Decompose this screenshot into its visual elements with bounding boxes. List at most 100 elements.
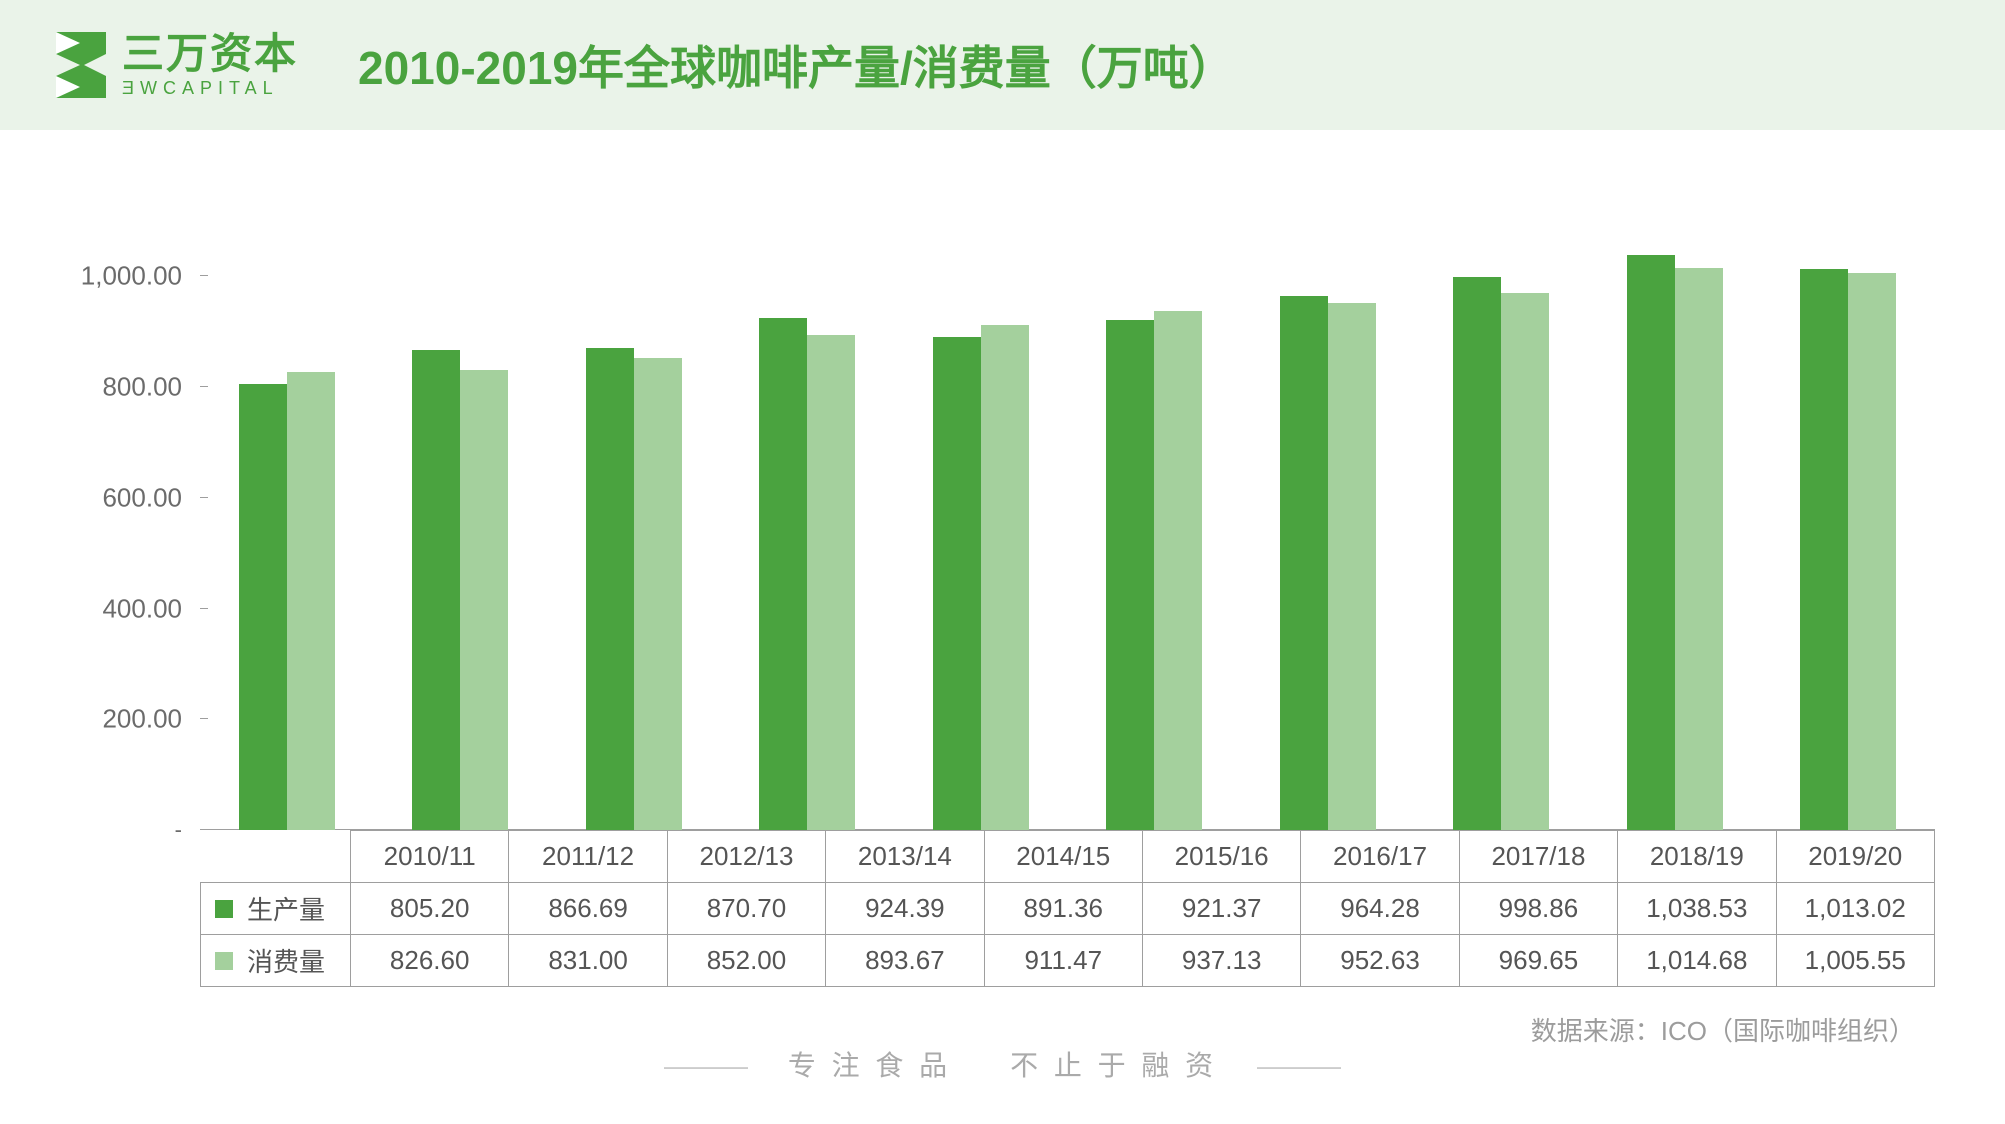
table-col-header: 2012/13 xyxy=(667,831,825,883)
bar-group xyxy=(1241,210,1415,830)
bar-group xyxy=(1415,210,1589,830)
y-tick-label: 600.00 xyxy=(102,482,182,513)
bar-group xyxy=(547,210,721,830)
table-cell: 937.13 xyxy=(1142,935,1300,987)
table-cell: 893.67 xyxy=(826,935,984,987)
table-cell: 891.36 xyxy=(984,883,1142,935)
y-axis: 200.00400.00600.00800.001,000.00- xyxy=(70,210,200,830)
bar-consumption xyxy=(1328,303,1376,830)
tagline-right: 不 止 于 融 资 xyxy=(1010,1050,1217,1081)
tagline: ——— 专 注 食 品 不 止 于 融 资 ——— xyxy=(0,1044,2005,1084)
bar-production xyxy=(412,350,460,830)
table-cell: 924.39 xyxy=(826,883,984,935)
brand-name-en: ƎWCAPITAL xyxy=(122,79,298,97)
y-tick-mark xyxy=(200,497,208,498)
bar-consumption xyxy=(807,335,855,830)
data-table: 2010/112011/122012/132013/142014/152015/… xyxy=(200,830,1935,987)
bar-consumption xyxy=(287,372,335,830)
chart: 200.00400.00600.00800.001,000.00- xyxy=(70,210,1935,830)
series-name: 消费量 xyxy=(247,947,325,977)
bar-group xyxy=(1588,210,1762,830)
bar-group xyxy=(721,210,895,830)
y-tick-label: 200.00 xyxy=(102,704,182,735)
bar-production xyxy=(239,384,287,830)
bar-consumption xyxy=(1848,273,1896,830)
table-col-header: 2018/19 xyxy=(1618,831,1776,883)
chart-plot xyxy=(200,210,1935,830)
bar-group xyxy=(200,210,374,830)
table-cell: 911.47 xyxy=(984,935,1142,987)
y-tick-label: 800.00 xyxy=(102,372,182,403)
tagline-dash-right: ——— xyxy=(1257,1050,1341,1081)
table-cell: 921.37 xyxy=(1142,883,1300,935)
tagline-dash-left: ——— xyxy=(664,1050,748,1081)
bar-group xyxy=(1762,210,1936,830)
table-cell: 1,014.68 xyxy=(1618,935,1776,987)
bar-production xyxy=(1453,277,1501,830)
table-row: 生产量805.20866.69870.70924.39891.36921.379… xyxy=(201,883,1935,935)
y-tick-label: 400.00 xyxy=(102,593,182,624)
bar-consumption xyxy=(1675,268,1723,830)
bar-production xyxy=(933,337,981,830)
table-cell: 870.70 xyxy=(667,883,825,935)
bar-group xyxy=(374,210,548,830)
y-tick-mark xyxy=(200,275,208,276)
table-cell: 805.20 xyxy=(351,883,509,935)
bar-production xyxy=(759,318,807,830)
table-body: 生产量805.20866.69870.70924.39891.36921.379… xyxy=(201,883,1935,987)
legend-swatch-icon xyxy=(215,952,233,970)
table-cell: 952.63 xyxy=(1301,935,1459,987)
table-col-header: 2014/15 xyxy=(984,831,1142,883)
brand-logo-icon xyxy=(50,30,112,100)
table-cell: 1,013.02 xyxy=(1776,883,1934,935)
table-row-header: 生产量 xyxy=(201,883,351,935)
table-row-header: 消费量 xyxy=(201,935,351,987)
table-col-header: 2015/16 xyxy=(1142,831,1300,883)
bar-production xyxy=(1627,255,1675,830)
table-col-header: 2016/17 xyxy=(1301,831,1459,883)
legend-swatch-icon xyxy=(215,900,233,918)
bar-consumption xyxy=(1501,293,1549,830)
table-cell: 1,005.55 xyxy=(1776,935,1934,987)
table-header-row: 2010/112011/122012/132013/142014/152015/… xyxy=(201,831,1935,883)
table-cell: 826.60 xyxy=(351,935,509,987)
table-col-header: 2019/20 xyxy=(1776,831,1934,883)
bar-production xyxy=(1106,320,1154,830)
table-col-header: 2010/11 xyxy=(351,831,509,883)
table-cell: 969.65 xyxy=(1459,935,1617,987)
brand-logo: 三万资本 ƎWCAPITAL xyxy=(50,30,298,100)
bar-consumption xyxy=(1154,311,1202,830)
bar-consumption xyxy=(634,358,682,830)
data-table-wrap: 2010/112011/122012/132013/142014/152015/… xyxy=(200,830,1935,987)
table-col-header: 2013/14 xyxy=(826,831,984,883)
table-col-header: 2011/12 xyxy=(509,831,667,883)
data-source: 数据来源：ICO（国际咖啡组织） xyxy=(0,1011,1915,1048)
series-name: 生产量 xyxy=(247,895,325,925)
table-corner xyxy=(201,831,351,883)
table-cell: 964.28 xyxy=(1301,883,1459,935)
bar-groups xyxy=(200,210,1935,830)
table-cell: 831.00 xyxy=(509,935,667,987)
page-title: 2010-2019年全球咖啡产量/消费量（万吨） xyxy=(358,32,1235,98)
y-tick-label: 1,000.00 xyxy=(81,261,182,292)
y-tick-mark xyxy=(200,718,208,719)
bar-production xyxy=(586,348,634,830)
table-col-header: 2017/18 xyxy=(1459,831,1617,883)
bar-production xyxy=(1800,269,1848,830)
y-tick-mark xyxy=(200,608,208,609)
bar-production xyxy=(1280,296,1328,830)
table-cell: 998.86 xyxy=(1459,883,1617,935)
y-tick-zero: - xyxy=(175,817,182,843)
table-cell: 1,038.53 xyxy=(1618,883,1776,935)
bar-consumption xyxy=(981,325,1029,830)
bar-group xyxy=(1068,210,1242,830)
table-row: 消费量826.60831.00852.00893.67911.47937.139… xyxy=(201,935,1935,987)
bar-group xyxy=(894,210,1068,830)
table-cell: 852.00 xyxy=(667,935,825,987)
brand-name-cn: 三万资本 xyxy=(122,33,298,75)
header: 三万资本 ƎWCAPITAL 2010-2019年全球咖啡产量/消费量（万吨） xyxy=(0,0,2005,130)
table-cell: 866.69 xyxy=(509,883,667,935)
y-tick-mark xyxy=(200,386,208,387)
tagline-left: 专 注 食 品 xyxy=(788,1050,951,1081)
bar-consumption xyxy=(460,370,508,830)
